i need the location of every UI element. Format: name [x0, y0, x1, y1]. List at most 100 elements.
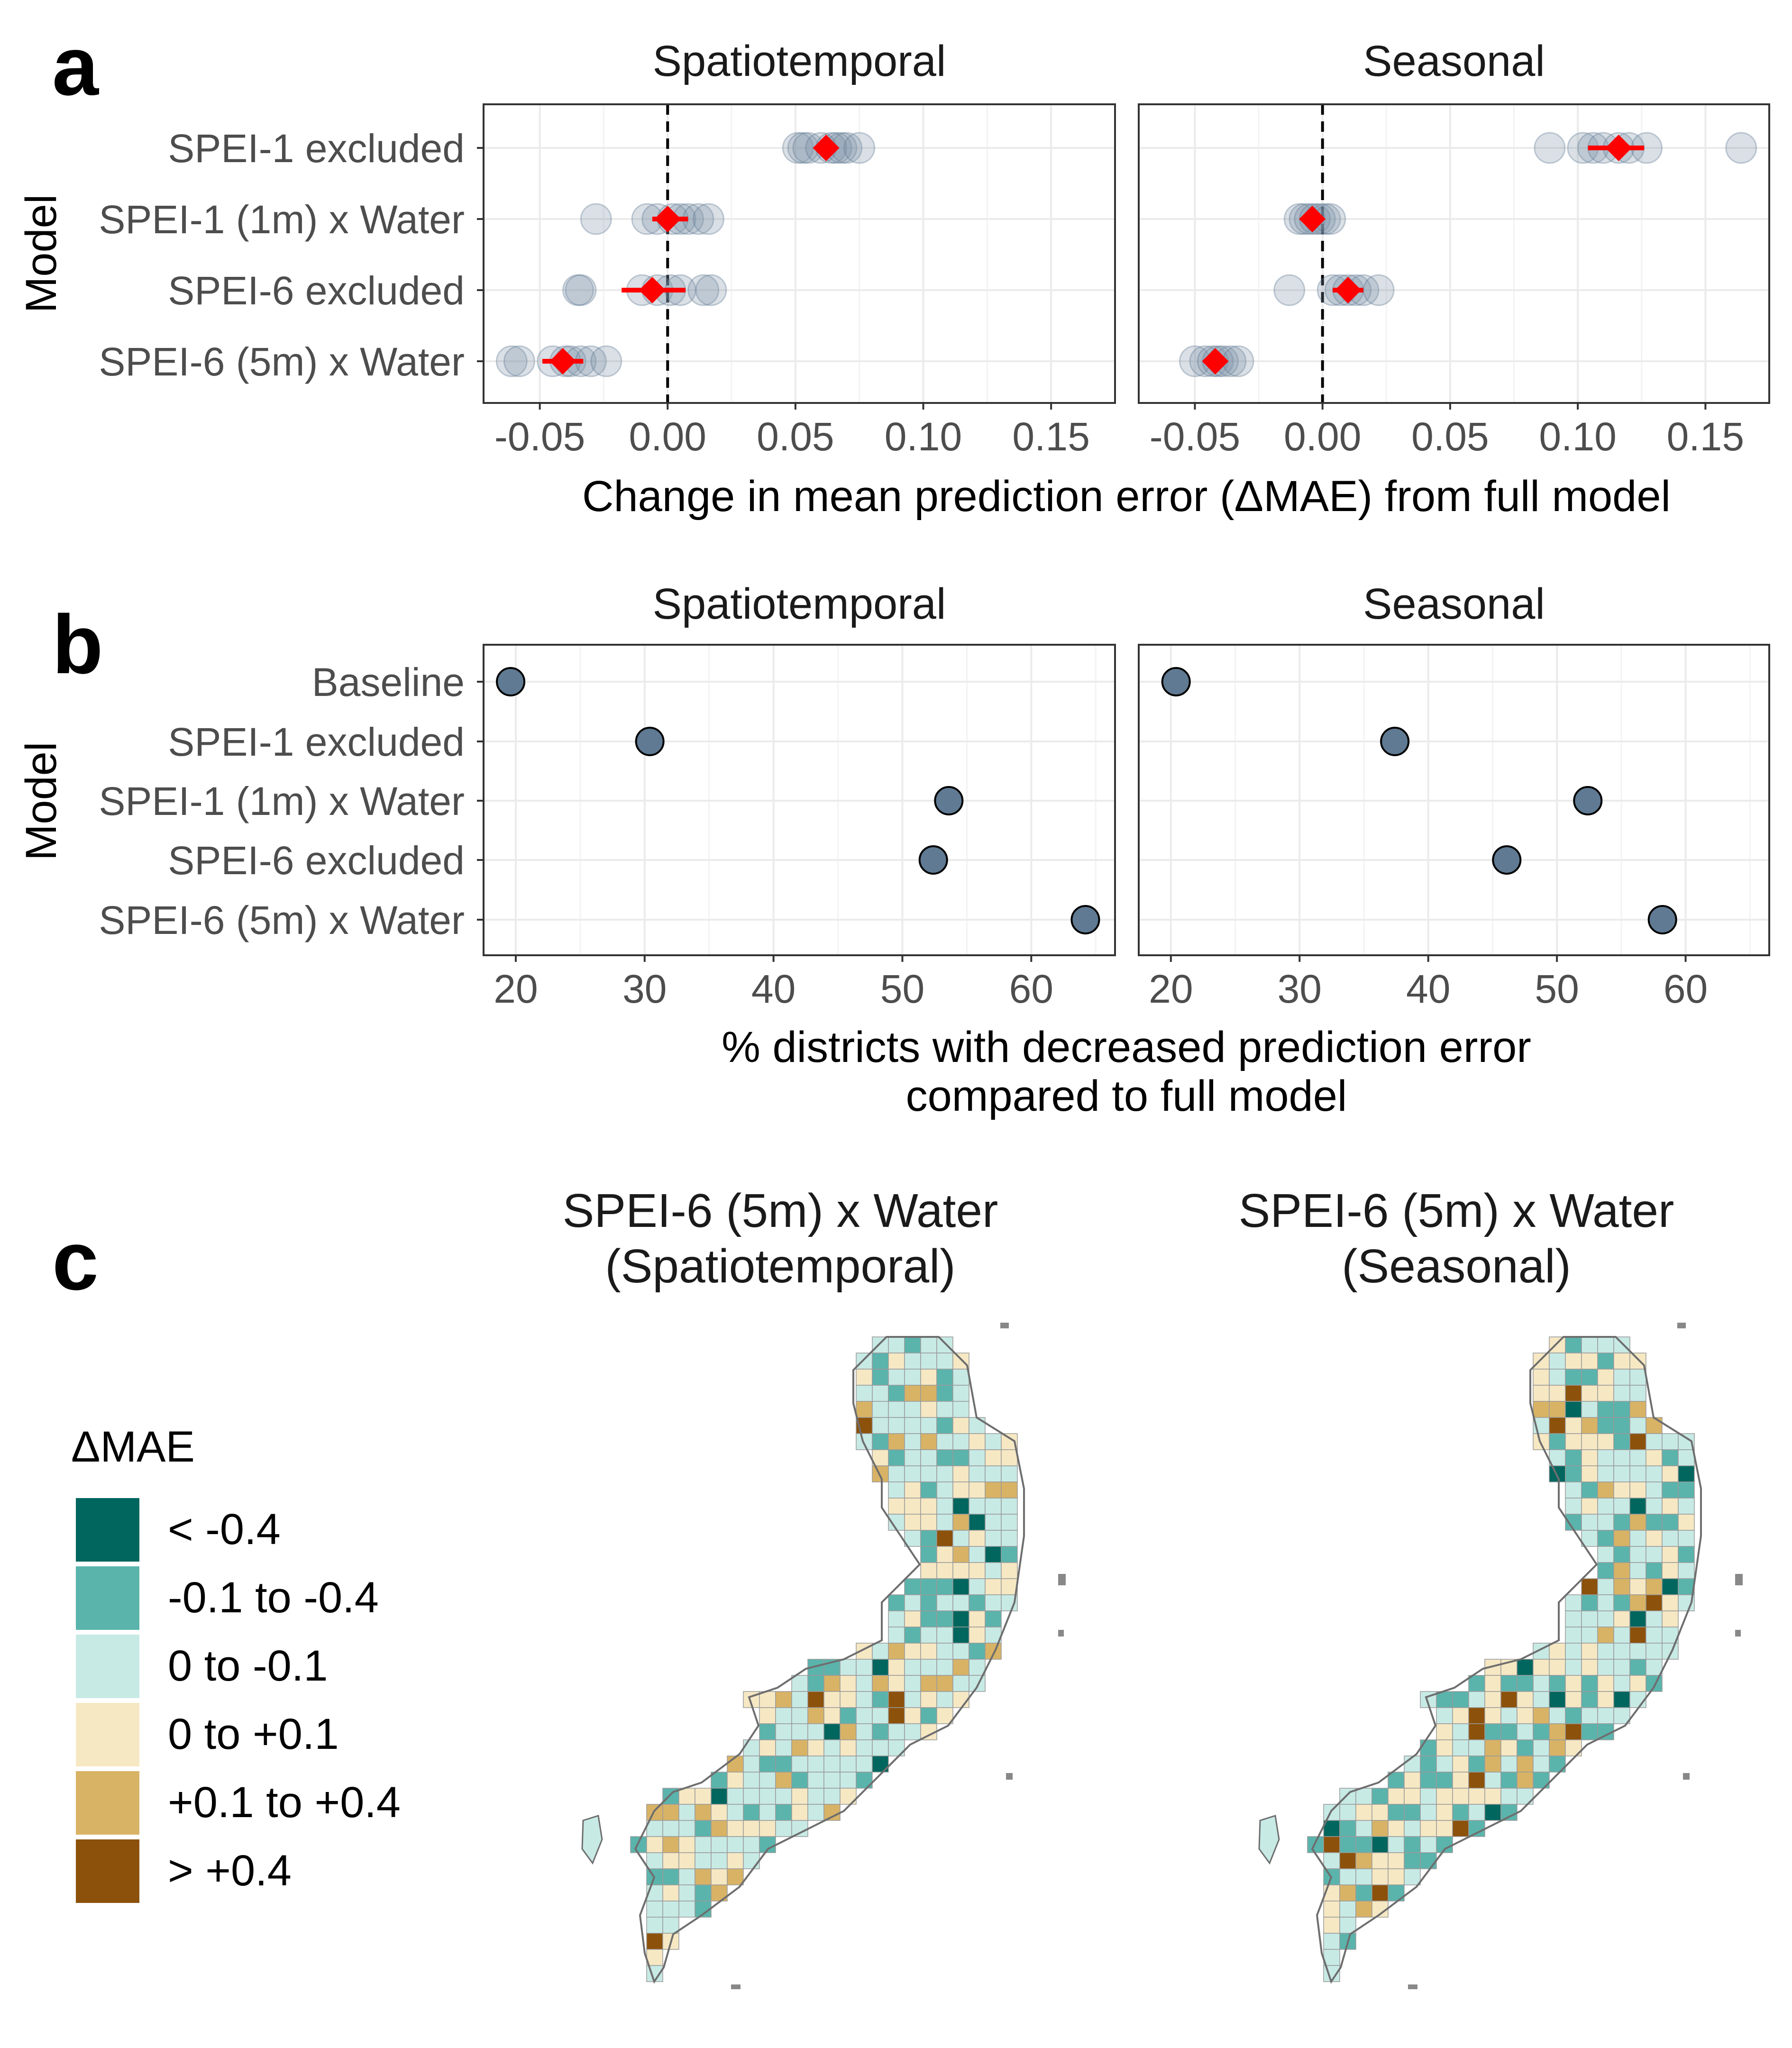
district [856, 1739, 873, 1756]
legend-swatch [76, 1703, 139, 1766]
district [1581, 1514, 1598, 1531]
panel-label-a: a [52, 20, 99, 113]
district [1565, 1627, 1582, 1644]
district [759, 1739, 776, 1756]
district [1613, 1594, 1630, 1611]
district [936, 1433, 953, 1450]
district [1629, 1562, 1646, 1579]
district [1500, 1739, 1518, 1756]
district [1339, 1868, 1356, 1885]
district [1323, 1884, 1340, 1902]
panel-b-grid-spatiotemporal [484, 645, 1115, 955]
district [1452, 1788, 1469, 1805]
x-tick-label: 0.00 [629, 414, 707, 459]
district [727, 1852, 744, 1869]
district [807, 1788, 824, 1805]
district [1581, 1433, 1598, 1450]
district [1355, 1901, 1372, 1918]
district [1678, 1465, 1695, 1482]
district [1646, 1675, 1663, 1692]
district [969, 1481, 986, 1499]
district [695, 1820, 712, 1837]
district [1646, 1594, 1663, 1611]
district [1549, 1385, 1566, 1402]
district [1484, 1788, 1501, 1805]
point-spei-1-excluded [1380, 727, 1410, 756]
district [856, 1385, 873, 1402]
district [952, 1675, 969, 1692]
district [1420, 1836, 1437, 1853]
district [1549, 1723, 1566, 1740]
district [969, 1530, 986, 1547]
panel-background [484, 104, 1115, 403]
replicate-point [1534, 132, 1566, 164]
district [1500, 1707, 1518, 1724]
district [727, 1804, 744, 1821]
district [936, 1417, 953, 1434]
mean-marker [639, 277, 666, 303]
district [985, 1498, 1002, 1515]
district [888, 1498, 905, 1515]
district [1001, 1514, 1018, 1531]
district [904, 1643, 921, 1660]
district [985, 1610, 1002, 1627]
island [1735, 1574, 1743, 1585]
district [840, 1739, 857, 1756]
replicate-point [687, 274, 720, 306]
district [920, 1433, 937, 1450]
district [1436, 1772, 1453, 1789]
district [904, 1417, 921, 1434]
district [920, 1481, 937, 1499]
district [888, 1481, 905, 1499]
district [1678, 1481, 1695, 1499]
district [904, 1481, 921, 1499]
district [678, 1836, 695, 1853]
panel-b-grid-seasonal [1139, 645, 1769, 955]
district [1339, 1852, 1356, 1869]
legend: < -0.4 -0.1 to -0.4 0 to -0.1 0 to +0.1 +0.1… [76, 1498, 401, 1903]
x-tick-label: 50 [880, 967, 924, 1011]
district [1662, 1530, 1679, 1547]
district [1484, 1691, 1501, 1708]
district [888, 1594, 905, 1611]
district [759, 1836, 776, 1853]
district [1533, 1433, 1550, 1450]
district [1339, 1804, 1356, 1821]
district [1581, 1659, 1598, 1676]
district [759, 1804, 776, 1821]
district [1581, 1643, 1598, 1660]
district [711, 1836, 728, 1853]
district [1500, 1691, 1518, 1708]
district [985, 1643, 1002, 1660]
replicate-point [1273, 274, 1306, 306]
island [1058, 1630, 1064, 1637]
district [646, 1804, 663, 1821]
district [1565, 1643, 1582, 1660]
district [1662, 1610, 1679, 1627]
district [1646, 1546, 1663, 1563]
island [731, 1984, 741, 1989]
district [904, 1369, 921, 1386]
district [1484, 1739, 1501, 1756]
district [985, 1594, 1002, 1611]
district [920, 1659, 937, 1676]
district [1420, 1804, 1437, 1821]
district [1678, 1498, 1695, 1515]
district [1629, 1385, 1646, 1402]
island [1006, 1773, 1013, 1780]
district [775, 1788, 792, 1805]
district [1549, 1336, 1566, 1353]
district [1581, 1481, 1598, 1499]
district [775, 1707, 792, 1724]
district [969, 1498, 986, 1515]
district [985, 1465, 1002, 1482]
district [920, 1401, 937, 1418]
district [1565, 1594, 1582, 1611]
map-seasonal [1258, 1323, 1743, 1989]
district [936, 1498, 953, 1515]
district [743, 1739, 760, 1756]
district [1629, 1465, 1646, 1482]
district [840, 1691, 857, 1708]
district [920, 1627, 937, 1644]
district [1533, 1659, 1550, 1676]
